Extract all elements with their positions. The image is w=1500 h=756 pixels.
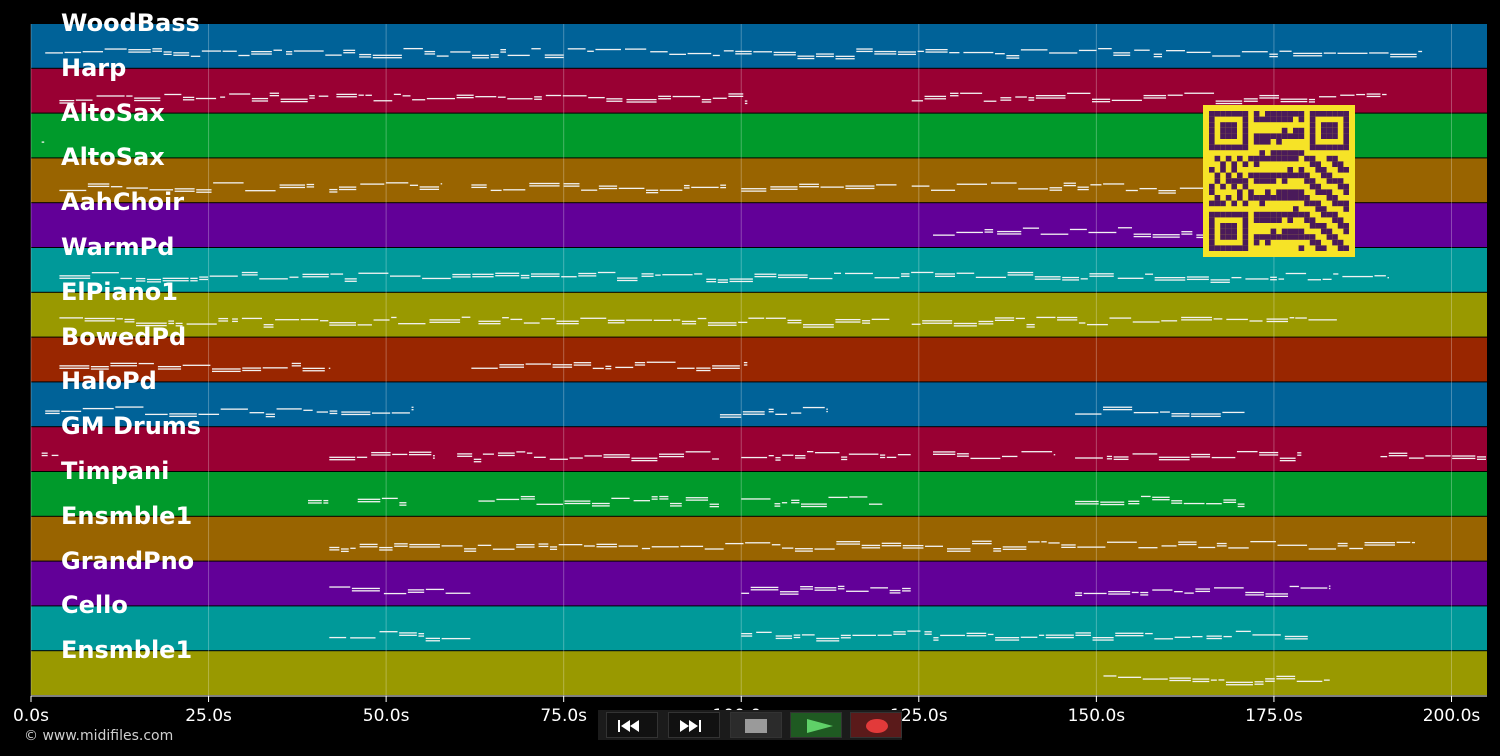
- record-button[interactable]: [850, 712, 902, 738]
- note-segment: [329, 631, 471, 642]
- axis-tick-label: 75.0s: [540, 706, 588, 726]
- track-label: WoodBass: [61, 9, 200, 37]
- track-band-8: [31, 382, 1487, 427]
- stop-icon: [745, 719, 767, 733]
- note-segment: [59, 271, 1389, 283]
- note-segment: [329, 182, 443, 193]
- note-segment: [741, 585, 911, 595]
- copyright-text: © www.midifiles.com: [24, 728, 174, 744]
- track-band-14: [31, 651, 1487, 695]
- note-segment: [329, 586, 471, 595]
- note-segment: [741, 630, 1308, 642]
- track-label: WarmPd: [61, 233, 175, 261]
- note-segment: [471, 182, 727, 194]
- axis-tick-label: 175.0s: [1245, 706, 1303, 726]
- track-label: AahChoir: [61, 188, 185, 217]
- note-segment: [45, 47, 1423, 60]
- track-label: GrandPno: [61, 546, 195, 575]
- stop-button[interactable]: [730, 712, 782, 738]
- track-label: GM Drums: [61, 412, 202, 441]
- note-segment: [1103, 675, 1330, 686]
- note-segment: [59, 92, 329, 104]
- note-segment: [741, 496, 883, 508]
- rewind-button[interactable]: [606, 712, 658, 738]
- track-band-12: [31, 561, 1487, 606]
- note-segment: [59, 317, 329, 328]
- axis-tick-label: 0.0s: [13, 706, 49, 726]
- fast-forward-icon: [680, 720, 701, 732]
- track-label: AltoSax: [61, 143, 165, 172]
- note-segment: [1075, 450, 1302, 462]
- note-segment: [329, 451, 435, 461]
- track-label: Timpani: [61, 457, 170, 485]
- track-band-6: [31, 292, 1487, 337]
- note-segment: [307, 499, 329, 504]
- track-label: AltoSax: [61, 98, 165, 127]
- note-segment: [911, 92, 1387, 105]
- track-label: BowedPd: [61, 322, 187, 351]
- axis-tick-label: 200.0s: [1422, 706, 1481, 726]
- transport-controls: [598, 710, 902, 740]
- note-segment: [1075, 495, 1245, 508]
- note-segment: [911, 316, 1295, 328]
- note-segment: [59, 362, 331, 373]
- note-segment: [41, 452, 59, 457]
- note-segment: [1075, 585, 1331, 597]
- record-icon: [866, 719, 888, 733]
- axis-tick-label: 125.0s: [890, 706, 948, 726]
- track-label: Ensmble1: [61, 636, 193, 665]
- qr-code-image[interactable]: [1203, 105, 1355, 257]
- note-segment: [45, 406, 414, 418]
- track-band-0: [31, 24, 1487, 68]
- play-button[interactable]: [790, 712, 842, 738]
- track-band-11: [31, 516, 1487, 561]
- note-segment: [933, 451, 1056, 460]
- note-segment: [471, 361, 748, 372]
- track-band-13: [31, 606, 1487, 651]
- note-segment: [457, 451, 719, 463]
- track-label: Harp: [61, 53, 127, 82]
- note-segment: [336, 93, 748, 105]
- fast-forward-button[interactable]: [668, 712, 720, 738]
- note-segment: [741, 183, 897, 192]
- note-segment: [478, 495, 719, 508]
- rewind-icon: [618, 720, 639, 732]
- track-band-10: [31, 472, 1487, 516]
- track-label: Cello: [61, 591, 128, 620]
- note-segment: [741, 450, 911, 461]
- note-segment: [1075, 406, 1245, 418]
- track-band-7: [31, 337, 1487, 382]
- track-label: ElPiano1: [61, 277, 178, 306]
- note-segment: [748, 317, 890, 328]
- axis-tick-label: 50.0s: [362, 706, 410, 726]
- note-segment: [478, 317, 748, 326]
- note-segment: [41, 141, 45, 143]
- note-segment: [1295, 317, 1337, 321]
- note-segment: [59, 182, 315, 193]
- note-segment: [357, 497, 407, 506]
- axis-tick-label: 25.0s: [185, 706, 232, 726]
- note-segment: [1380, 452, 1486, 460]
- axis-tick-label: 150.0s: [1067, 706, 1126, 726]
- track-label: Ensmble1: [61, 501, 193, 530]
- note-segment: [719, 406, 828, 418]
- play-icon: [807, 719, 833, 733]
- note-segment: [329, 316, 471, 326]
- track-label: HaloPd: [61, 367, 157, 396]
- track-band-9: [31, 427, 1487, 471]
- note-segment: [329, 540, 1415, 553]
